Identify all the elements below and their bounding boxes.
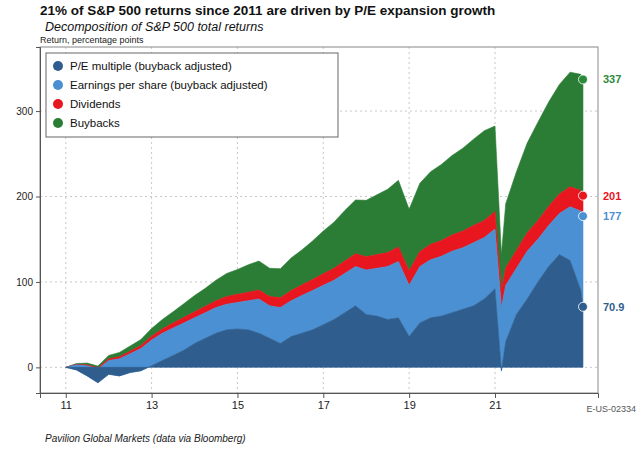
tick-label: 11 (61, 399, 72, 411)
tick-label: 300 (16, 106, 33, 117)
tick-mark (66, 393, 67, 398)
chart: 0 100 200 300 11 13 15 17 19 21 337 201 177 70.9 P/E m… (0, 0, 640, 459)
tick-mark (323, 393, 324, 398)
legend: P/E multiple (buyback adjusted) Earnings … (46, 53, 338, 137)
annotations: 337 201 177 70.9 (578, 73, 624, 312)
axis-line (41, 394, 599, 399)
legend-marker (53, 61, 63, 71)
y-axis: 0 100 200 300 (16, 48, 40, 394)
tick-mark (152, 393, 153, 398)
tick-label: 0 (27, 362, 33, 373)
tick: 13 (146, 393, 158, 411)
tick: 11 (61, 393, 72, 411)
tick-mark (36, 367, 40, 368)
subtitle: Decomposition of S&P 500 total returns (45, 20, 263, 34)
tick: 19 (404, 393, 416, 411)
y-axis-title: Return, percentage points (40, 35, 144, 45)
legend-marker (53, 118, 63, 128)
tick: 200 (16, 191, 40, 202)
plot-background (40, 47, 598, 393)
plot-frame (40, 47, 598, 393)
tick-mark (495, 393, 496, 398)
end-marker (578, 302, 587, 311)
tick: 21 (489, 393, 501, 411)
area (66, 255, 583, 383)
tick-label: 100 (16, 277, 33, 288)
end-label: 201 (603, 190, 621, 202)
end-label: 177 (603, 210, 621, 222)
tick-mark (36, 111, 40, 112)
tick: 300 (16, 106, 40, 117)
axis-line (36, 48, 41, 394)
tick-label: 19 (404, 399, 416, 411)
tick-mark (36, 197, 40, 198)
tick-label: 21 (489, 399, 501, 411)
tick-label: 17 (318, 399, 330, 411)
area (66, 207, 583, 383)
tick-label: 200 (16, 191, 33, 202)
end-label: 337 (603, 73, 621, 85)
tick: 0 (27, 362, 40, 373)
title: 21% of S&P 500 returns since 2011 are dr… (40, 3, 495, 18)
legend-label: Earnings per share (buyback adjusted) (70, 79, 268, 91)
end-label: 70.9 (603, 301, 624, 313)
legend-label: P/E multiple (buyback adjusted) (70, 60, 232, 72)
legend-marker (53, 80, 63, 90)
grid (40, 47, 598, 393)
chart-id: E-US-02334 (586, 404, 636, 414)
source: Pavilion Global Markets (data via Bloomb… (45, 433, 246, 444)
tick-mark (409, 393, 410, 398)
end-marker (578, 212, 587, 221)
tick-label: 15 (232, 399, 244, 411)
x-axis: 11 13 15 17 19 21 (41, 393, 599, 411)
legend-marker (53, 99, 63, 109)
tick-label: 13 (146, 399, 158, 411)
tick: 15 (232, 393, 244, 411)
tick: 100 (16, 277, 40, 288)
tick: 17 (318, 393, 330, 411)
end-marker (578, 75, 587, 84)
legend-label: Buybacks (70, 117, 120, 129)
tick-mark (237, 393, 238, 398)
legend-box (46, 53, 338, 137)
tick-mark (36, 282, 40, 283)
legend-label: Dividends (70, 98, 121, 110)
end-marker (578, 191, 587, 200)
